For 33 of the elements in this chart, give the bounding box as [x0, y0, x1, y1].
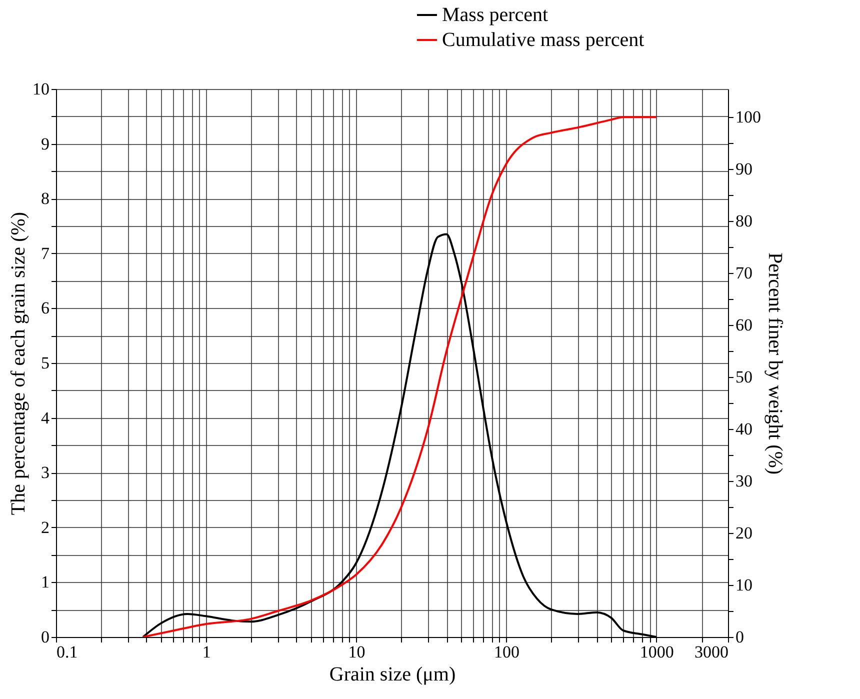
y-tick-label: 9: [41, 134, 50, 154]
x-tick-label: 1000: [640, 642, 674, 662]
y-tick-label: 5: [41, 354, 50, 372]
y-tick-label: 4: [41, 408, 50, 428]
y2-tick-label: 40: [736, 420, 752, 439]
y-axis-title: The percentage of each grain size (%): [8, 212, 30, 516]
x-tick-label: 10: [348, 642, 366, 662]
x-tick-label: 100: [494, 642, 520, 662]
legend-label: Cumulative mass percent: [442, 29, 645, 51]
y-tick-label: 0: [41, 628, 50, 646]
y2-tick-label: 20: [736, 524, 752, 543]
x-tick-label: 3000: [694, 642, 728, 662]
y-tick-label: 10: [32, 80, 50, 98]
x-tick-label: 0.1: [56, 642, 78, 662]
y-tick-label: 1: [41, 572, 50, 592]
y2-tick-label: 0: [736, 628, 744, 646]
y2-tick-label: 10: [736, 576, 752, 595]
y-tick-label: 3: [41, 463, 50, 482]
x-tick-label: 1: [202, 642, 211, 662]
y2-tick-label: 100: [736, 108, 761, 127]
y2-tick-label: 60: [736, 316, 752, 335]
y-tick-label: 2: [41, 518, 50, 537]
y-tick-label: 6: [41, 298, 50, 318]
y2-tick-label: 70: [736, 264, 752, 283]
y2-tick-label: 50: [736, 368, 752, 387]
y-tick-label: 7: [41, 244, 50, 263]
y2-tick-label: 90: [736, 160, 752, 179]
y-tick-label: 8: [41, 189, 50, 208]
y2-tick-label: 30: [736, 472, 752, 491]
y2-axis-title: Percent finer by weight (%): [764, 252, 786, 475]
legend-label: Mass percent: [442, 4, 549, 26]
x-axis-title: Grain size (μm): [329, 664, 456, 686]
y2-tick-label: 80: [736, 212, 752, 231]
